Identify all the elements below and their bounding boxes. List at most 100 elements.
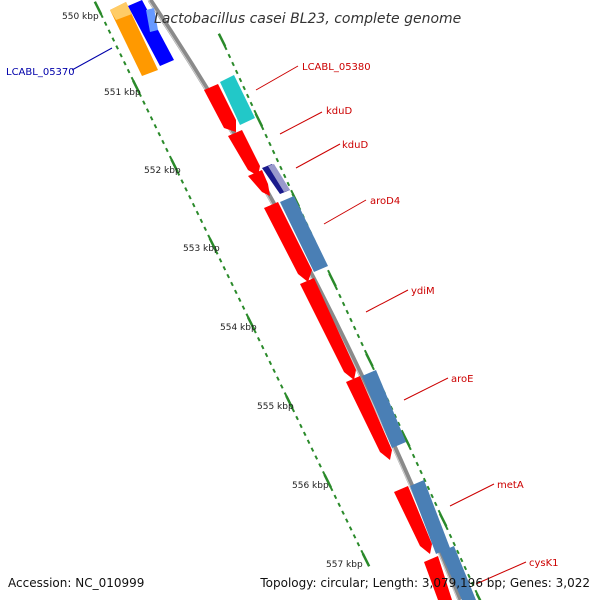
- gene-label-aroe[interactable]: aroE: [451, 374, 473, 385]
- tick-minor: [153, 124, 158, 129]
- tick-minor: [203, 226, 207, 232]
- cds-red-5[interactable]: [300, 278, 356, 380]
- tick-major: [361, 553, 371, 567]
- tick-minor: [291, 407, 296, 413]
- gene-orange[interactable]: [110, 2, 158, 76]
- tick-minor: [253, 109, 257, 115]
- tick-minor: [260, 344, 265, 350]
- tick-minor: [257, 336, 261, 342]
- accession-text: Accession: NC_010999: [8, 576, 144, 590]
- gene-navy[interactable]: [262, 164, 290, 194]
- tick-label: 550 kbp: [62, 12, 99, 22]
- leader-kdud-2: [295, 143, 341, 169]
- tick-minor: [467, 573, 471, 579]
- gene-label-lcabl-05380[interactable]: LCABL_05380: [302, 62, 371, 73]
- tick-minor: [411, 453, 416, 459]
- cds-red-3[interactable]: [248, 170, 270, 196]
- tick-major: [438, 513, 448, 527]
- tick-major: [365, 353, 374, 367]
- tick-minor: [268, 360, 273, 366]
- leader-cysk1: [475, 561, 527, 585]
- tick-minor: [271, 149, 276, 155]
- tick-minor: [295, 415, 299, 421]
- tick-minor: [459, 557, 464, 563]
- tick-minor: [276, 376, 280, 381]
- tick-major: [323, 474, 332, 489]
- tick-minor: [333, 494, 338, 500]
- tick-minor: [327, 269, 331, 275]
- tick-minor: [249, 101, 254, 107]
- tick-minor: [226, 273, 230, 279]
- tick-minor: [260, 125, 265, 131]
- tick-major: [402, 433, 411, 447]
- gene-steelblue-2[interactable]: [362, 370, 406, 448]
- gene-label-lcabl-05370[interactable]: LCABL_05370: [6, 67, 75, 78]
- tick-minor: [275, 157, 280, 163]
- tick-major: [217, 33, 227, 47]
- cds-red-1[interactable]: [204, 84, 236, 132]
- tick-minor: [279, 384, 284, 389]
- gene-label-kdud-2[interactable]: kduD: [342, 140, 368, 151]
- gene-steelblue-4[interactable]: [440, 546, 476, 600]
- gene-steelblue-3[interactable]: [410, 480, 450, 554]
- gene-label-arod4[interactable]: aroD4: [370, 196, 400, 207]
- gene-blue[interactable]: [128, 0, 174, 66]
- tick-minor: [222, 265, 227, 271]
- tick-minor: [306, 439, 311, 444]
- tick-label: 554 kbp: [220, 323, 257, 333]
- gene-label-cysk1[interactable]: cysK1: [529, 558, 559, 569]
- tick-minor: [445, 525, 449, 531]
- tick-label: 552 kbp: [144, 166, 181, 176]
- tick-minor: [337, 502, 341, 508]
- cds-red-2[interactable]: [228, 130, 260, 176]
- gene-label-ydim[interactable]: ydiM: [411, 286, 435, 297]
- gene-cyan[interactable]: [220, 75, 255, 125]
- tick-major: [475, 593, 482, 600]
- tick-minor: [241, 305, 246, 310]
- gene-steelblue-1[interactable]: [280, 196, 328, 272]
- tick-minor: [242, 85, 246, 91]
- tick-minor: [230, 281, 234, 287]
- tick-major: [246, 316, 256, 331]
- tick-major: [285, 395, 294, 410]
- cds-red-4[interactable]: [264, 202, 312, 282]
- tick-minor: [272, 368, 276, 373]
- tick-minor: [415, 461, 420, 467]
- tick-minor: [149, 116, 154, 121]
- tick-major: [93, 1, 103, 15]
- tick-minor: [470, 581, 475, 587]
- tick-label: 555 kbp: [257, 402, 294, 412]
- tick-minor: [142, 100, 146, 105]
- leader-lcabl-05370: [71, 47, 113, 71]
- tick-minor: [456, 549, 460, 555]
- tick-label: 553 kbp: [183, 244, 220, 254]
- leader-meta: [449, 483, 495, 507]
- tick-label: 551 kbp: [104, 88, 141, 98]
- tick-minor: [231, 61, 235, 67]
- cds-red-7[interactable]: [394, 486, 432, 554]
- tick-label: 556 kbp: [292, 481, 329, 491]
- tick-minor: [107, 29, 112, 34]
- tick-minor: [329, 486, 334, 492]
- tick-minor: [246, 93, 250, 99]
- leader-aroe: [403, 377, 449, 401]
- gene-label-kdud-1[interactable]: kduD: [326, 106, 352, 117]
- tick-minor: [397, 421, 401, 427]
- tick-minor: [430, 493, 434, 499]
- tick-marks-inner: [93, 1, 371, 567]
- tick-minor: [126, 68, 131, 74]
- tick-minor: [348, 526, 353, 531]
- tick-minor: [363, 349, 368, 355]
- gene-label-meta[interactable]: metA: [497, 480, 524, 491]
- tick-minor: [100, 13, 104, 19]
- tick-minor: [338, 293, 342, 299]
- tick-minor: [214, 250, 219, 255]
- cds-red-8[interactable]: [424, 556, 452, 600]
- tick-minor: [419, 469, 423, 475]
- tick-minor: [234, 69, 239, 75]
- cds-red-6[interactable]: [346, 376, 392, 460]
- tick-minor: [268, 141, 272, 147]
- tick-minor: [474, 589, 479, 595]
- tick-minor: [238, 77, 243, 83]
